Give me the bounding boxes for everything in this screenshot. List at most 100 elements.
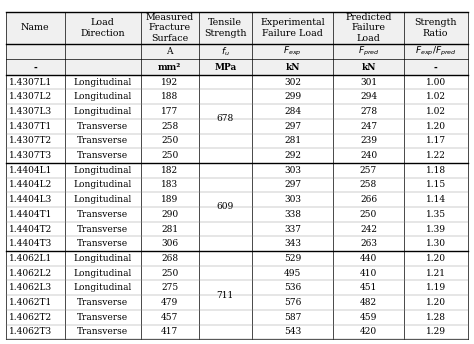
Text: 1.19: 1.19 — [426, 283, 446, 292]
Text: 292: 292 — [284, 151, 301, 160]
Text: 1.4062T2: 1.4062T2 — [9, 313, 52, 322]
Text: 250: 250 — [161, 269, 178, 278]
Text: 263: 263 — [360, 239, 377, 248]
Text: 1.28: 1.28 — [426, 313, 446, 322]
Text: 529: 529 — [284, 254, 301, 263]
Text: $F_{exp}$: $F_{exp}$ — [283, 45, 302, 58]
Text: 302: 302 — [284, 78, 301, 87]
Text: 297: 297 — [284, 122, 301, 131]
Text: Transverse: Transverse — [77, 313, 128, 322]
Text: Load
Direction: Load Direction — [80, 18, 125, 37]
Text: 536: 536 — [284, 283, 301, 292]
Text: 1.18: 1.18 — [426, 166, 446, 175]
Text: Longitudinal: Longitudinal — [73, 166, 132, 175]
Text: 1.4307T2: 1.4307T2 — [9, 136, 52, 146]
Text: 1.4404T2: 1.4404T2 — [9, 225, 52, 234]
Text: 1.4307L3: 1.4307L3 — [9, 107, 52, 116]
Text: 284: 284 — [284, 107, 301, 116]
Text: 182: 182 — [161, 166, 178, 175]
Text: 239: 239 — [360, 136, 377, 146]
Text: 459: 459 — [360, 313, 377, 322]
Text: 257: 257 — [360, 166, 377, 175]
Text: 303: 303 — [284, 166, 301, 175]
Text: 1.4062L2: 1.4062L2 — [9, 269, 52, 278]
Text: 457: 457 — [161, 313, 179, 322]
Text: -: - — [34, 63, 37, 72]
Text: 1.20: 1.20 — [426, 298, 446, 307]
Text: 1.29: 1.29 — [426, 327, 446, 336]
Text: Predicted
Failure
Load: Predicted Failure Load — [345, 13, 392, 43]
Text: $F_{pred}$: $F_{pred}$ — [358, 45, 379, 58]
Text: 297: 297 — [284, 181, 301, 190]
Text: 420: 420 — [360, 327, 377, 336]
Text: Tensile
Strength: Tensile Strength — [204, 18, 246, 37]
Text: Longitudinal: Longitudinal — [73, 107, 132, 116]
Text: 343: 343 — [284, 239, 301, 248]
Text: 299: 299 — [284, 92, 301, 101]
Text: 189: 189 — [161, 195, 178, 204]
Text: 306: 306 — [161, 239, 178, 248]
Text: 290: 290 — [161, 210, 178, 219]
Text: Strength
Ratio: Strength Ratio — [414, 18, 457, 37]
Text: 177: 177 — [161, 107, 178, 116]
Text: 1.4062L3: 1.4062L3 — [9, 283, 52, 292]
Text: 1.20: 1.20 — [426, 122, 446, 131]
Text: Transverse: Transverse — [77, 327, 128, 336]
Text: Longitudinal: Longitudinal — [73, 195, 132, 204]
Text: 1.22: 1.22 — [426, 151, 446, 160]
Text: $F_{exp}/F_{pred}$: $F_{exp}/F_{pred}$ — [415, 45, 456, 58]
Text: 1.17: 1.17 — [426, 136, 446, 146]
Text: 1.4404T3: 1.4404T3 — [9, 239, 52, 248]
Text: 268: 268 — [161, 254, 178, 263]
Text: 281: 281 — [161, 225, 178, 234]
Text: 1.4307L1: 1.4307L1 — [9, 78, 52, 87]
Text: 183: 183 — [161, 181, 178, 190]
Text: 451: 451 — [360, 283, 377, 292]
Text: A: A — [166, 47, 173, 56]
Text: 543: 543 — [284, 327, 301, 336]
Text: 1.14: 1.14 — [426, 195, 446, 204]
Text: 479: 479 — [161, 298, 178, 307]
Text: Transverse: Transverse — [77, 136, 128, 146]
Text: MPa: MPa — [214, 63, 237, 72]
Text: 417: 417 — [161, 327, 178, 336]
Text: $f_{u}$: $f_{u}$ — [221, 45, 230, 58]
Text: mm²: mm² — [158, 63, 182, 72]
Text: 301: 301 — [360, 78, 377, 87]
Text: 192: 192 — [161, 78, 178, 87]
Text: 576: 576 — [284, 298, 301, 307]
Text: Transverse: Transverse — [77, 298, 128, 307]
Text: 240: 240 — [360, 151, 377, 160]
Text: 250: 250 — [161, 151, 178, 160]
Text: 609: 609 — [217, 203, 234, 212]
Text: 1.4404L2: 1.4404L2 — [9, 181, 52, 190]
Text: 337: 337 — [284, 225, 301, 234]
Text: 495: 495 — [284, 269, 301, 278]
Text: 258: 258 — [161, 122, 178, 131]
Text: 266: 266 — [360, 195, 377, 204]
Text: 482: 482 — [360, 298, 377, 307]
Text: 1.4062L1: 1.4062L1 — [9, 254, 52, 263]
Text: 678: 678 — [217, 114, 234, 123]
Text: 1.4307T1: 1.4307T1 — [9, 122, 52, 131]
Text: 294: 294 — [360, 92, 377, 101]
Text: 1.4404L3: 1.4404L3 — [9, 195, 52, 204]
Text: Longitudinal: Longitudinal — [73, 92, 132, 101]
Text: 250: 250 — [360, 210, 377, 219]
Text: 1.00: 1.00 — [426, 78, 446, 87]
Text: Longitudinal: Longitudinal — [73, 283, 132, 292]
Text: 242: 242 — [360, 225, 377, 234]
Bar — [6, 12, 468, 75]
Text: 410: 410 — [360, 269, 377, 278]
Text: 1.35: 1.35 — [426, 210, 446, 219]
Text: Longitudinal: Longitudinal — [73, 78, 132, 87]
Text: Longitudinal: Longitudinal — [73, 269, 132, 278]
Text: 247: 247 — [360, 122, 377, 131]
Text: Measured
Fracture
Surface: Measured Fracture Surface — [146, 13, 194, 43]
Text: 1.02: 1.02 — [426, 92, 446, 101]
Text: Transverse: Transverse — [77, 210, 128, 219]
Text: 275: 275 — [161, 283, 178, 292]
Text: 1.4307L2: 1.4307L2 — [9, 92, 52, 101]
Text: 338: 338 — [284, 210, 301, 219]
Text: Transverse: Transverse — [77, 239, 128, 248]
